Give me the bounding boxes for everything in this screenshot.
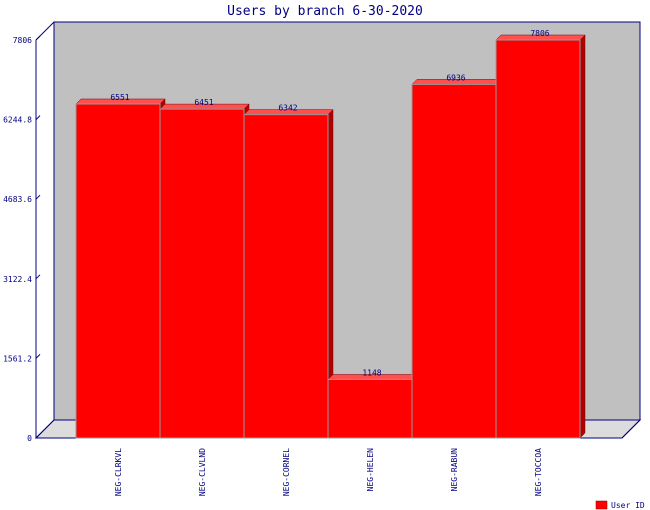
bar xyxy=(159,108,245,439)
x-tick-label: NEG-TOCCOA xyxy=(534,448,543,496)
y-tick xyxy=(35,354,41,359)
y-tick xyxy=(35,433,41,439)
bar-group: 6451 xyxy=(159,98,250,439)
bar-value-label: 6551 xyxy=(110,93,129,102)
bar-group: 1148 xyxy=(327,368,418,439)
x-axis-labels: NEG-CLRKVL NEG-CLVLND NEG-CORNEL NEG-HELEN N… xyxy=(114,448,543,496)
bar-group: 6936 xyxy=(411,73,502,439)
bar-value-label: 6342 xyxy=(278,104,297,113)
bar xyxy=(243,114,329,439)
y-tick-label: 6244.8 xyxy=(3,116,32,125)
y-tick-label: 3122.4 xyxy=(3,275,32,284)
y-tick xyxy=(35,115,41,120)
x-tick-label: NEG-CORNEL xyxy=(282,448,291,496)
chart-title: Users by branch 6-30-2020 xyxy=(227,4,423,19)
bar-side xyxy=(579,34,586,439)
y-tick-label: 4683.6 xyxy=(3,195,32,204)
x-tick-label: NEG-CLRKVL xyxy=(114,448,123,496)
bar-group: 7806 xyxy=(495,29,586,439)
x-tick-label: NEG-CLVLND xyxy=(198,448,207,496)
x-tick-label: NEG-HELEN xyxy=(366,448,375,492)
y-axis: 0 1561.2 3122.4 4683.6 6244.8 7806 xyxy=(3,35,41,443)
bar xyxy=(495,39,581,439)
y-tick-label: 7806 xyxy=(13,36,32,45)
frame-edge xyxy=(621,419,641,439)
bar-value-label: 6936 xyxy=(446,73,465,82)
bars: 6551 6451 6342 1148 6936 7806 xyxy=(75,29,586,439)
bar xyxy=(327,378,413,439)
y-tick xyxy=(35,35,41,41)
bar xyxy=(75,103,161,439)
legend-swatch xyxy=(595,500,608,510)
bar-value-label: 6451 xyxy=(194,98,213,107)
bar-value-label: 1148 xyxy=(362,368,381,377)
bar xyxy=(411,83,497,439)
legend: User ID xyxy=(595,500,645,510)
legend-label: User ID xyxy=(611,501,645,510)
x-tick-label: NEG-RABUN xyxy=(450,448,459,492)
y-tick xyxy=(35,274,41,280)
bar-group: 6551 xyxy=(75,93,166,439)
bar-group: 6342 xyxy=(243,104,334,439)
bar-value-label: 7806 xyxy=(530,29,549,38)
y-tick-label: 1561.2 xyxy=(3,354,32,363)
y-tick xyxy=(35,194,41,200)
y-tick-label: 0 xyxy=(27,434,32,443)
